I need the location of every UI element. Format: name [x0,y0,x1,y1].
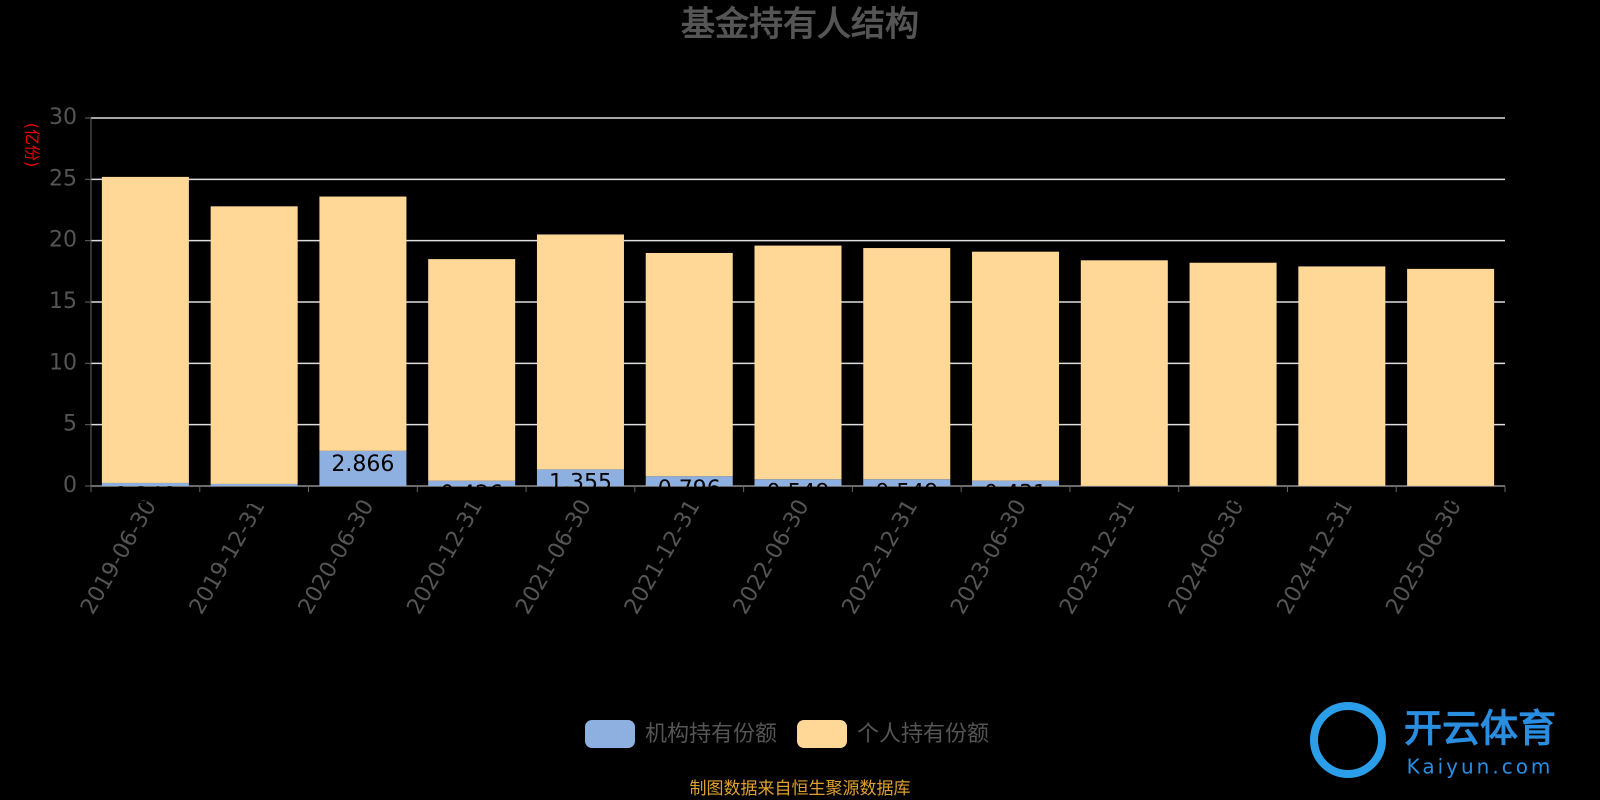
bar-segment [972,480,1060,486]
legend-label: 个人持有份额 [857,722,989,747]
y-tick-label: 5 [63,412,77,437]
watermark-logo [1310,702,1386,778]
bar-segment [101,176,189,483]
bar-segment [210,206,298,484]
data-label: 0.796 [658,477,721,502]
x-tick-label: 2022-06-30 [729,496,815,619]
y-tick-label: 30 [49,105,77,130]
bar-segment [536,469,624,486]
x-tick-label: 2021-12-31 [620,496,706,619]
x-tick-label: 2019-06-30 [76,496,162,619]
bar-segment [645,252,733,477]
data-label: 0.249 [114,484,177,509]
bar-segment [101,482,189,486]
data-label: 1.355 [549,470,612,495]
x-tick-label: 2023-12-31 [1055,496,1141,619]
bar-segment [863,248,951,480]
bar-segment [1407,268,1495,486]
y-tick-label: 10 [49,350,77,375]
x-tick-label: 2022-12-31 [838,496,924,619]
source-note: 制图数据来自恒生聚源数据库 [690,779,911,799]
y-tick-label: 0 [63,473,77,498]
x-tick-label: 2021-06-30 [511,496,597,619]
bar-segment [1298,266,1386,486]
x-tick-label: 2023-06-30 [946,496,1032,619]
x-tick-label: 2024-06-30 [1164,496,1250,619]
data-label: 0.426 [440,482,503,507]
legend-swatch [585,720,635,748]
data-label: 0.01 [1209,487,1258,512]
watermark-brand: 开云体育 [1404,707,1556,751]
data-label: 2.866 [331,452,394,477]
bar-segment [428,259,516,481]
data-label: 0.01 [1317,487,1366,512]
bar-segment [1189,262,1277,486]
bar-segment [645,476,733,486]
legend-label: 机构持有份额 [645,722,777,747]
x-tick-label: 2019-12-31 [185,496,271,619]
y-tick-label: 25 [49,166,77,191]
watermark-site: Kaiyun.com [1407,755,1554,779]
chart-title: 基金持有人结构 [681,5,919,45]
bar-segment [863,479,951,486]
bar-segment [754,479,842,486]
bar-segment [536,234,624,470]
bar-segment [972,251,1060,481]
x-tick-label: 2024-12-31 [1273,496,1359,619]
data-label: 0.549 [767,480,830,505]
data-label: 0.168 [223,485,286,510]
y-tick-label: 20 [49,228,77,253]
data-label: 0.431 [984,482,1047,507]
bar-segment [428,480,516,486]
data-label: 0.549 [875,480,938,505]
x-tick-label: 2020-12-31 [403,496,489,619]
bar-segment [754,245,842,480]
x-tick-label: 2025-06-30 [1381,496,1467,619]
data-label: 0.01 [1100,487,1149,512]
y-axis-label: (亿份) [23,123,42,168]
bar-segment [319,450,407,486]
bar-segment [319,196,407,451]
bar-segment [210,483,298,486]
x-tick-label: 2020-06-30 [294,496,380,619]
y-tick-label: 15 [49,289,77,314]
legend-swatch [797,720,848,748]
bar-segment [1080,260,1168,486]
data-label: 0.01 [1426,487,1475,512]
